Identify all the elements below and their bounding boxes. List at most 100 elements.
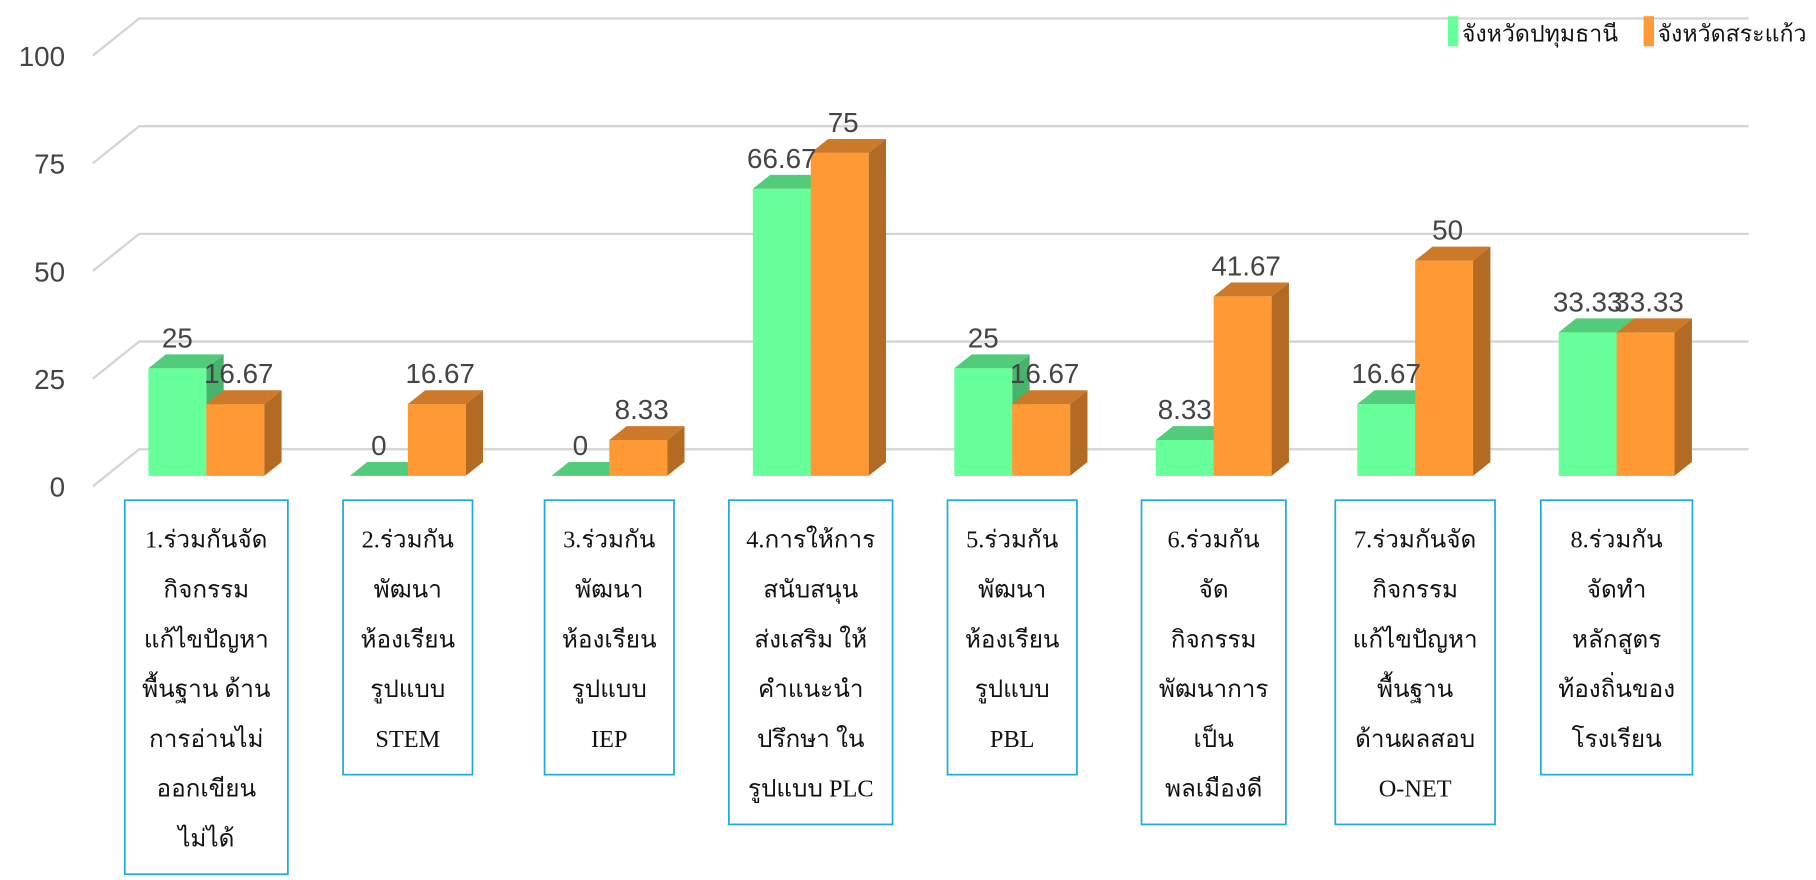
category-box bbox=[123, 499, 289, 876]
bar bbox=[1357, 404, 1416, 476]
grid-line bbox=[92, 340, 1749, 380]
x-tick-label: ห้องเรียน bbox=[965, 626, 1060, 653]
value-label: 8.33 bbox=[1158, 394, 1212, 425]
x-tick-label: 1.ร่วมกันจัด bbox=[145, 527, 267, 554]
value-label: 16.67 bbox=[1351, 358, 1420, 389]
x-tick-label: 2.ร่วมกัน bbox=[362, 527, 455, 554]
x-tick-label: เป็น bbox=[1194, 723, 1235, 753]
x-tick-label: PBL bbox=[990, 726, 1035, 753]
x-tick-label: จัด bbox=[1199, 576, 1229, 603]
grid-line bbox=[92, 125, 1749, 165]
bar bbox=[1155, 440, 1214, 476]
value-label: 16.67 bbox=[405, 358, 474, 389]
bar-side bbox=[465, 390, 484, 476]
value-label: 33.33 bbox=[1553, 286, 1622, 317]
value-label: 16.67 bbox=[1010, 358, 1079, 389]
x-tick-label: กิจกรรม bbox=[163, 576, 249, 603]
x-tick-label: ไม่ได้ bbox=[176, 824, 234, 852]
bar-top bbox=[148, 354, 224, 369]
y-tick-label: 25 bbox=[34, 364, 65, 395]
bar bbox=[609, 440, 668, 476]
y-tick-label: 50 bbox=[34, 256, 65, 287]
bar-top bbox=[810, 138, 886, 153]
x-tick-label: สนับสนุน bbox=[763, 576, 858, 604]
bar bbox=[1213, 296, 1272, 476]
x-tick-label: 6.ร่วมกัน bbox=[1168, 527, 1261, 554]
y-tick-label: 100 bbox=[19, 41, 65, 72]
bar bbox=[1012, 404, 1071, 476]
value-label: 8.33 bbox=[615, 394, 669, 425]
x-tick-label: 3.ร่วมกัน bbox=[563, 527, 656, 554]
x-tick-label: ปรึกษา ใน bbox=[757, 725, 865, 753]
bar-top bbox=[609, 426, 685, 441]
x-tick-label: ห้องเรียน bbox=[562, 626, 657, 653]
bar-side bbox=[264, 390, 282, 476]
grid-line bbox=[92, 232, 1749, 272]
value-label: 75 bbox=[828, 107, 859, 138]
category-box bbox=[1140, 499, 1287, 826]
bar bbox=[148, 368, 207, 476]
x-tick-label: พัฒนา bbox=[374, 576, 442, 603]
x-tick-label: ส่งเสริม ให้ bbox=[754, 625, 867, 653]
legend-label: จังหวัดสระแก้ว bbox=[1657, 22, 1806, 48]
category-box bbox=[1539, 499, 1694, 776]
bar-top bbox=[1012, 390, 1088, 405]
value-label: 0 bbox=[371, 430, 386, 461]
x-tick-label: การอ่านไม่ bbox=[149, 725, 264, 753]
bar-top bbox=[1616, 318, 1692, 333]
grid-line bbox=[92, 17, 1749, 57]
bar bbox=[206, 404, 265, 476]
x-tick-label: พื้นฐาน bbox=[1377, 671, 1454, 703]
x-tick-label: กิจกรรม bbox=[1372, 576, 1458, 603]
legend-swatch bbox=[1643, 16, 1655, 47]
x-tick-label: IEP bbox=[591, 726, 627, 753]
bar-side bbox=[667, 426, 685, 476]
bar-side bbox=[1271, 282, 1289, 476]
category-box bbox=[342, 499, 474, 776]
x-tick-label: พัฒนา bbox=[978, 576, 1046, 603]
bar bbox=[407, 404, 466, 476]
value-label: 50 bbox=[1432, 215, 1463, 246]
bar-top bbox=[954, 354, 1030, 369]
bar-side bbox=[1070, 390, 1088, 476]
value-label: 41.67 bbox=[1211, 251, 1280, 282]
bar-side bbox=[868, 138, 886, 476]
category-box bbox=[1334, 499, 1496, 826]
bar-top bbox=[407, 390, 484, 405]
x-tick-label: รูปแบบ bbox=[572, 676, 647, 704]
bar-top bbox=[1558, 318, 1634, 333]
grid-line bbox=[92, 448, 1749, 488]
x-tick-label: 4.การให้การ bbox=[746, 526, 875, 554]
bar-side bbox=[1674, 318, 1692, 476]
x-tick-label: พื้นฐาน ด้าน bbox=[142, 671, 271, 703]
value-label: 33.33 bbox=[1614, 286, 1683, 317]
x-tick-label: ออกเขียน bbox=[156, 776, 256, 803]
value-label: 16.67 bbox=[204, 358, 273, 389]
x-tick-label: STEM bbox=[375, 726, 440, 753]
y-tick-label: 0 bbox=[50, 472, 65, 503]
y-tick-label: 75 bbox=[34, 149, 65, 180]
bar-top bbox=[1155, 426, 1232, 441]
value-label: 25 bbox=[162, 322, 193, 353]
x-tick-label: 5.ร่วมกัน bbox=[966, 527, 1059, 554]
x-tick-label: รูปแบบ PLC bbox=[748, 776, 874, 804]
x-tick-label: กิจกรรม bbox=[1171, 626, 1257, 653]
category-box bbox=[946, 499, 1078, 776]
x-tick-label: พลเมืองดี bbox=[1165, 776, 1262, 803]
bar bbox=[1558, 332, 1617, 476]
bar-top bbox=[1213, 282, 1289, 297]
x-tick-label: พัฒนาการ bbox=[1159, 676, 1269, 703]
x-tick-label: โรงเรียน bbox=[1572, 725, 1663, 753]
bar-top bbox=[551, 462, 627, 476]
bar bbox=[954, 368, 1013, 476]
x-tick-label: แก้ไขปัญหา bbox=[1353, 625, 1478, 653]
x-tick-label: O-NET bbox=[1379, 776, 1452, 803]
bar bbox=[810, 152, 869, 476]
x-tick-label: 8.ร่วมกัน bbox=[1570, 527, 1663, 554]
x-tick-label: คำแนะนำ bbox=[758, 676, 863, 703]
bar bbox=[752, 188, 811, 476]
bar-top bbox=[1415, 246, 1491, 261]
legend-swatch bbox=[1447, 16, 1459, 47]
x-tick-label: 7.ร่วมกันจัด bbox=[1354, 527, 1476, 554]
